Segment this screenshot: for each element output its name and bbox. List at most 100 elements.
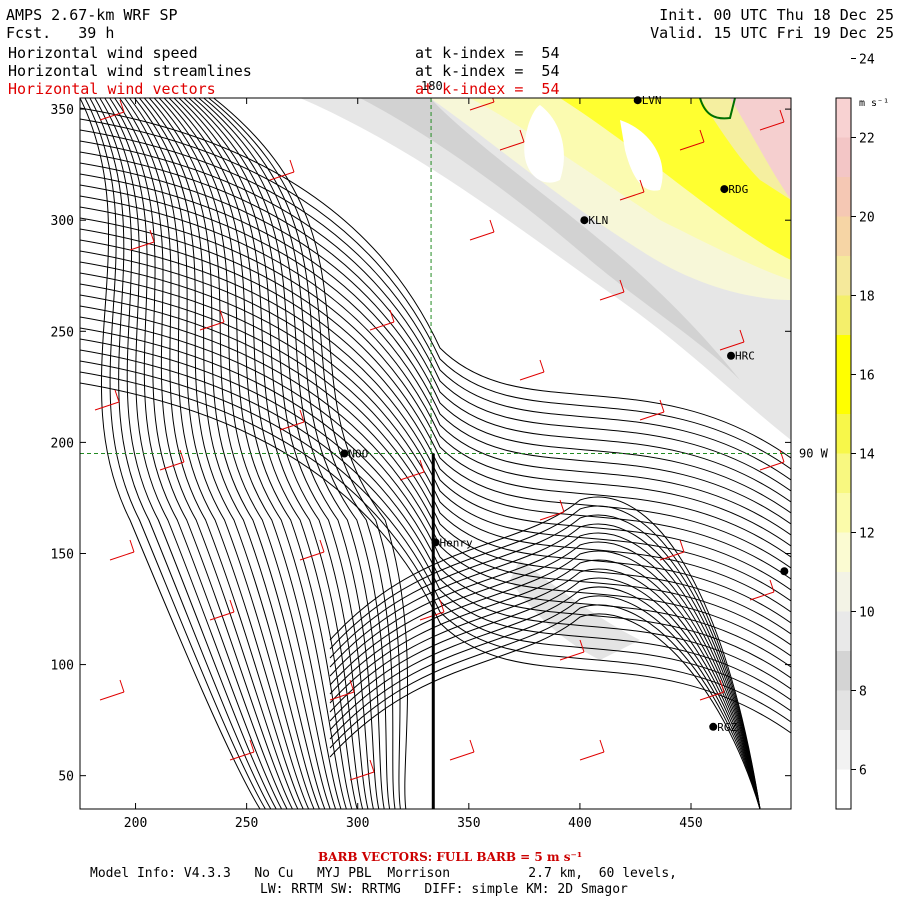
wind-barb [579,739,605,761]
parallel-label: 90 W [799,447,829,461]
streamline [80,250,791,602]
model-info: Model Info: V4.3.3 No Cu MYJ PBL Morriso… [90,866,677,881]
station-label: LVN [642,94,662,107]
y-tick-label: 50 [58,770,74,785]
colorbar-tick-label: 18 [859,290,875,305]
wind-barb [719,329,745,351]
colorbar-tick-label: 10 [859,606,875,621]
streamline [148,98,337,809]
wind-barb [369,309,395,331]
y-tick-label: 350 [51,103,74,118]
streamline [208,98,401,809]
init-time: Init. 00 UTC Thu 18 Dec 25 [659,6,894,24]
field-streamlines-level: at k-index = 54 [415,62,560,80]
streamline [80,151,791,503]
streamline [80,239,791,591]
streamline [80,272,791,624]
wind-barb [299,539,325,561]
streamline [183,98,374,809]
wind-barb [679,129,705,151]
streamline [134,98,320,809]
streamline [329,586,761,809]
streamline [114,98,299,809]
y-tick-label: 250 [51,325,74,340]
streamline [80,338,791,690]
streamline [329,541,761,809]
station-label: RDG [728,183,748,196]
wind-barbs [94,98,785,781]
streamline [80,162,791,514]
x-tick-label: 300 [346,816,369,831]
station-marker [580,216,589,225]
streamline [80,228,791,580]
wind-barb [499,129,525,151]
streamline [80,184,791,536]
station-label: RGZ [717,721,737,734]
wind-barb [399,459,425,481]
streamline [173,98,364,809]
x-tick-label: 400 [568,816,591,831]
colorbar-swatch [836,572,851,612]
colorbar-swatch [836,453,851,493]
streamline [80,217,791,569]
streamline [104,98,288,809]
wind-barb [229,739,255,761]
wind-barb [129,229,155,251]
station-marker [633,96,642,105]
streamline [80,261,791,613]
streamline [329,559,761,809]
streamline [193,98,385,809]
streamline [329,514,761,809]
streamline [143,98,331,809]
colorbar-unit: m s⁻¹ [859,98,889,109]
colorbar-swatch [836,651,851,691]
streamline [84,98,266,809]
wind-barb [99,679,125,701]
model-title: AMPS 2.67-km WRF SP [6,6,178,24]
station-marker [709,722,718,731]
wind-barb [279,409,305,431]
x-tick-label: 350 [457,816,480,831]
station-label: KLN [588,214,608,227]
y-tick-label: 100 [51,659,74,674]
y-tick-label: 150 [51,547,74,562]
shade-region [730,98,791,200]
wind-barb [199,309,225,331]
streamline [80,305,791,657]
streamline [329,568,761,809]
field-vectors: Horizontal wind vectors [8,80,216,98]
streamline [329,613,761,809]
colorbar-tick-label: 20 [859,211,875,226]
wind-barb [99,99,125,121]
streamline [329,550,761,809]
station-marker [431,538,440,547]
streamline [99,98,283,809]
streamline [329,505,761,809]
colorbar-swatch [836,216,851,256]
streamline [80,294,791,646]
wind-barb [539,499,565,521]
field-wind-speed: Horizontal wind speed [8,44,198,62]
colorbar-tick-label: 14 [859,448,875,463]
wind-barb [519,359,545,381]
barb-legend: BARB VECTORS: FULL BARB = 5 m s⁻¹ [318,850,583,864]
wind-barb [209,599,235,621]
wind-barb [619,179,645,201]
colorbar-swatch [836,414,851,454]
streamline [80,98,261,809]
colorbar-swatch [836,295,851,335]
colorbar-tick-label: 8 [859,685,867,700]
forecast-hour: Fcst. 39 h [6,24,115,42]
wind-barb [159,449,185,471]
streamline [198,98,391,809]
streamline [94,98,277,809]
colorbar-swatch [836,374,851,414]
colorbar-tick-label: 6 [859,764,867,779]
streamline [119,98,304,809]
colorbar-swatch [836,256,851,296]
streamline [129,98,315,809]
streamline [153,98,342,809]
meridian-label: 180 [421,79,443,93]
wind-barb [329,679,355,701]
